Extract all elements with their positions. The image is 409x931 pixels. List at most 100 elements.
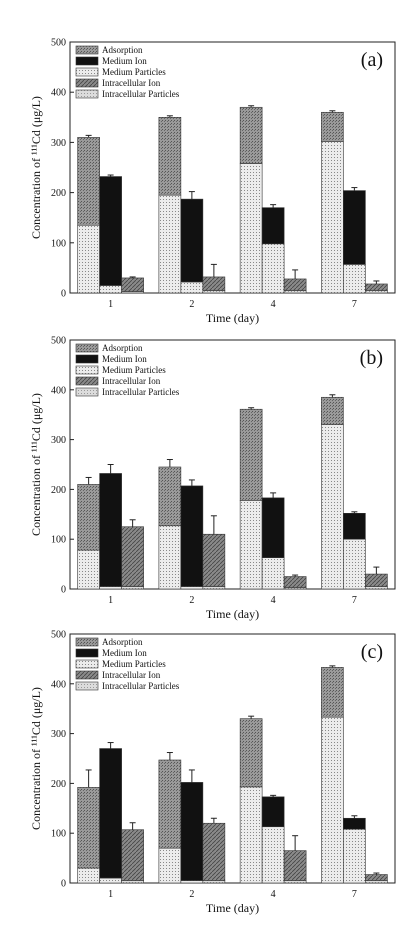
y-tick-label: 500	[51, 336, 66, 347]
y-tick-label: 300	[51, 138, 66, 149]
bar-segment-medium-ion	[180, 485, 204, 587]
x-tick-label: 2	[189, 889, 194, 900]
bar-segment-adsorption	[158, 466, 182, 527]
bar-segment-medium-particles	[343, 538, 366, 590]
legend-swatch-medium-ion	[75, 648, 99, 658]
panel-label: (c)	[361, 641, 383, 663]
panel-label: (a)	[361, 49, 383, 71]
legend-label-medium-ion: Medium Ion	[102, 354, 147, 364]
legend-label-medium-particles: Medium Particles	[102, 659, 166, 669]
bar-segment-medium-particles	[180, 586, 204, 590]
bar-segment-intracellular-particles	[365, 586, 388, 590]
chart-panel-2: 0 100 200 300 400 500 Concentration of ¹¹¹Cd (…	[29, 336, 396, 621]
bar-segment-intracellular-particles	[283, 880, 307, 884]
legend-swatch-adsorption	[75, 343, 99, 353]
bar-segment-medium-particles	[239, 786, 263, 884]
bar-segment-adsorption	[158, 759, 182, 849]
x-tick-label: 4	[271, 299, 276, 310]
legend-swatch-intracellular-particles	[75, 387, 99, 397]
x-tick-label: 1	[108, 889, 113, 900]
bar-segment-adsorption	[321, 396, 344, 425]
y-tick-label: 400	[51, 385, 66, 396]
bar-segment-intracellular-particles	[365, 290, 388, 294]
y-tick-label: 400	[51, 88, 66, 99]
bar-segment-medium-particles	[261, 826, 285, 884]
bar-segment-medium-particles	[158, 525, 182, 590]
plot-frame	[69, 41, 396, 294]
y-tick-label: 300	[51, 729, 66, 740]
plot-frame	[69, 339, 396, 590]
y-tick-label: 0	[61, 289, 66, 300]
legend-swatch-intracellular-ion	[75, 670, 99, 680]
y-tick-label: 100	[51, 238, 66, 249]
bar-segment-medium-ion	[99, 176, 122, 286]
x-tick-label: 4	[271, 595, 276, 606]
bar-segment-medium-particles	[77, 224, 100, 294]
bar-segment-medium-particles	[99, 285, 122, 294]
bar-segment-medium-particles	[261, 243, 285, 294]
bar-segment-medium-particles	[321, 141, 344, 294]
bar-segment-intracellular-ion	[121, 526, 144, 587]
bar-segment-medium-particles	[158, 847, 182, 884]
legend-label-intracellular-ion: Intracellular Ion	[102, 670, 161, 680]
bar-segment-adsorption	[321, 111, 344, 142]
bar-segment-medium-particles	[239, 163, 263, 294]
legend-swatch-medium-particles	[75, 67, 99, 77]
bar-segment-intracellular-ion	[202, 822, 226, 881]
y-tick-label: 200	[51, 188, 66, 199]
x-tick-label: 4	[271, 889, 276, 900]
y-tick-label: 400	[51, 679, 66, 690]
bar-segment-medium-ion	[261, 207, 285, 245]
panels-container: 0 100 200 300 400 500 Concentration of ¹¹¹Cd (…	[29, 38, 396, 915]
bar-segment-medium-particles	[343, 828, 366, 884]
legend-swatch-intracellular-ion	[75, 376, 99, 386]
chart-panel-1: 0 100 200 300 400 500 Concentration of ¹¹¹Cd (…	[29, 38, 396, 325]
bar-segment-medium-particles	[261, 557, 285, 590]
bar-segment-medium-particles	[180, 281, 204, 294]
bar-segment-medium-particles	[321, 424, 344, 590]
x-axis-title: Time (day)	[206, 311, 259, 325]
plot-frame	[69, 633, 396, 884]
legend-swatch-medium-particles	[75, 365, 99, 375]
bar-segment-adsorption	[321, 667, 344, 718]
bar-segment-intracellular-particles	[283, 290, 307, 294]
legend-label-medium-ion: Medium Ion	[102, 56, 147, 66]
x-tick-label: 1	[108, 299, 113, 310]
bar-segment-medium-ion	[99, 473, 122, 587]
legend-swatch-adsorption	[75, 637, 99, 647]
bar-segment-medium-ion	[261, 796, 285, 828]
bar-segment-intracellular-ion	[121, 277, 144, 292]
legend-label-adsorption: Adsorption	[102, 343, 143, 353]
bar-segment-intracellular-ion	[365, 283, 388, 291]
bar-segment-intracellular-ion	[283, 850, 307, 881]
bar-segment-medium-ion	[180, 782, 204, 881]
x-tick-label: 7	[352, 889, 357, 900]
bar-segment-medium-ion	[343, 817, 366, 830]
x-tick-label: 2	[189, 299, 194, 310]
legend-swatch-intracellular-particles	[75, 681, 99, 691]
y-tick-label: 500	[51, 38, 66, 49]
y-axis-title: Concentration of ¹¹¹Cd (μg/L)	[29, 687, 43, 830]
bar-segment-adsorption	[239, 718, 263, 788]
legend-label-intracellular-ion: Intracellular Ion	[102, 376, 161, 386]
legend-label-intracellular-particles: Intracellular Particles	[102, 681, 180, 691]
bar-segment-medium-particles	[321, 716, 344, 884]
bar-segment-intracellular-ion	[202, 533, 226, 587]
bar-segment-medium-particles	[239, 500, 263, 590]
legend-label-intracellular-particles: Intracellular Particles	[102, 89, 180, 99]
bar-segment-medium-particles	[77, 867, 100, 884]
bar-segment-adsorption	[158, 117, 182, 196]
y-tick-label: 500	[51, 630, 66, 641]
x-axis-title: Time (day)	[206, 607, 259, 621]
bar-segment-medium-ion	[343, 190, 366, 265]
panel-label: (b)	[360, 347, 383, 369]
y-tick-label: 200	[51, 779, 66, 790]
bar-segment-medium-ion	[261, 497, 285, 558]
y-tick-label: 0	[61, 879, 66, 890]
legend-label-medium-particles: Medium Particles	[102, 365, 166, 375]
y-axis-title: Concentration of ¹¹¹Cd (μg/L)	[29, 393, 43, 536]
